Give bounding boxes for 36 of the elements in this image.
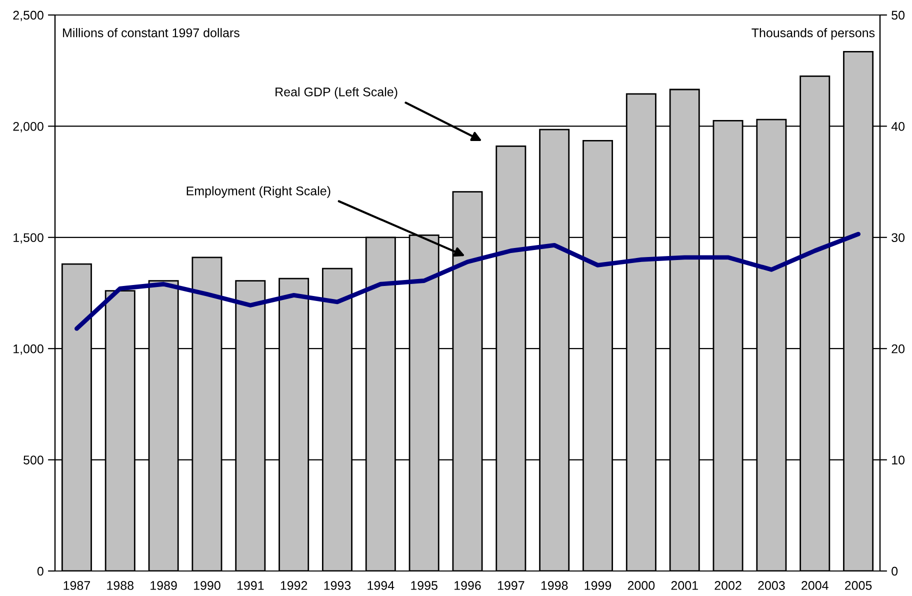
x-tick-label: 2003: [758, 581, 785, 590]
y-tick-label: 1,500: [14, 233, 44, 244]
x-tick-label: 2004: [802, 581, 828, 590]
x-tick-label: 1991: [237, 581, 264, 590]
x-tick-label: 2002: [714, 581, 742, 590]
y2-tick-label: 30: [892, 233, 905, 242]
x-tick-label: 1989: [150, 581, 177, 590]
x-tick-label: 2005: [845, 581, 872, 590]
y-tick-label: 500: [24, 456, 44, 464]
x-tick-label: 1994: [368, 581, 394, 590]
y-tick-label: 1,000: [14, 344, 44, 355]
x-tick-label: 1998: [541, 581, 568, 590]
y-tick-label: 0: [37, 566, 44, 576]
y2-axis-title: Thousands of persons: [752, 28, 875, 40]
y2-tick-label: 50: [892, 10, 905, 20]
y2-tick-label: 10: [892, 456, 905, 464]
x-tick-label: 1995: [411, 581, 438, 590]
y2-tick-label: 20: [892, 344, 905, 354]
y2-tick-label: 40: [891, 122, 905, 131]
x-tick-label: 1992: [280, 581, 308, 590]
y-tick-label: 2,500: [13, 10, 44, 22]
x-tick-label: 1993: [324, 581, 351, 590]
line-series: [74, 232, 861, 331]
annotation: Real GDP (Left Scale): [276, 87, 398, 99]
x-tick-label: 1990: [194, 581, 220, 590]
x-tick-label: 2001: [671, 581, 698, 590]
x-tick-label: 2000: [628, 581, 655, 590]
x-tick-label: 1996: [454, 581, 481, 590]
x-tick-label: 1988: [107, 581, 134, 590]
y2-tick-label: 0: [892, 566, 898, 576]
y-axis-title: Millions of constant 1997 dollars: [63, 28, 240, 38]
x-tick-label: 1999: [584, 581, 612, 590]
annotation: Employment (Right Scale): [186, 186, 330, 198]
x-tick-label: 1987: [64, 581, 90, 590]
y-tick-label: 2,000: [13, 122, 44, 132]
x-tick-label: 1997: [498, 581, 524, 590]
